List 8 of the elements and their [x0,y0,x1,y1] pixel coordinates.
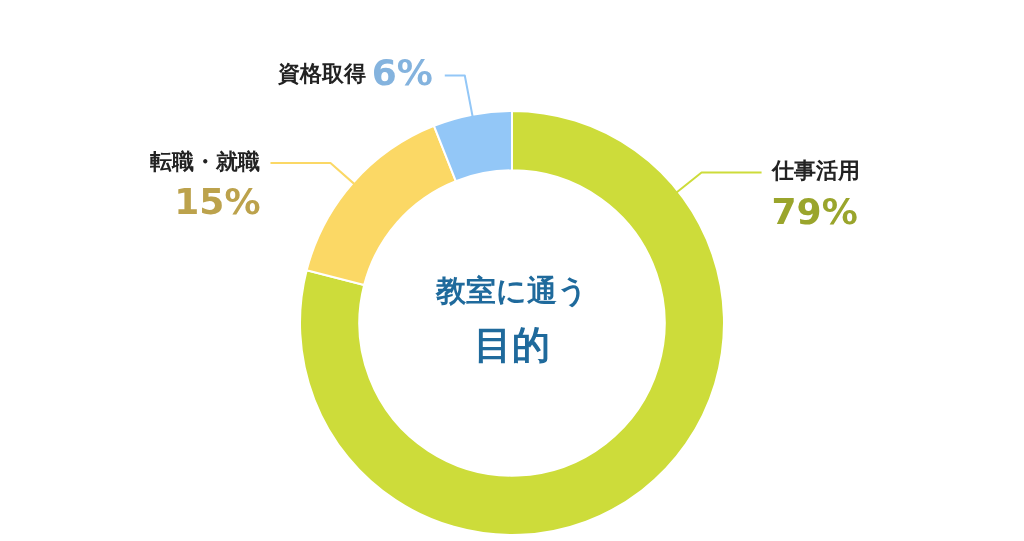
data-label: 15% [174,181,261,223]
data-label: 6% [371,51,433,93]
slice-label: 資格取得 [276,61,366,87]
text: 目的 [474,322,550,367]
slice-label: 仕事活用 [770,158,860,184]
slice-label: 転職・就職 [150,148,261,174]
data-label: 79% [771,190,858,232]
text: 教室に通う [435,272,588,308]
